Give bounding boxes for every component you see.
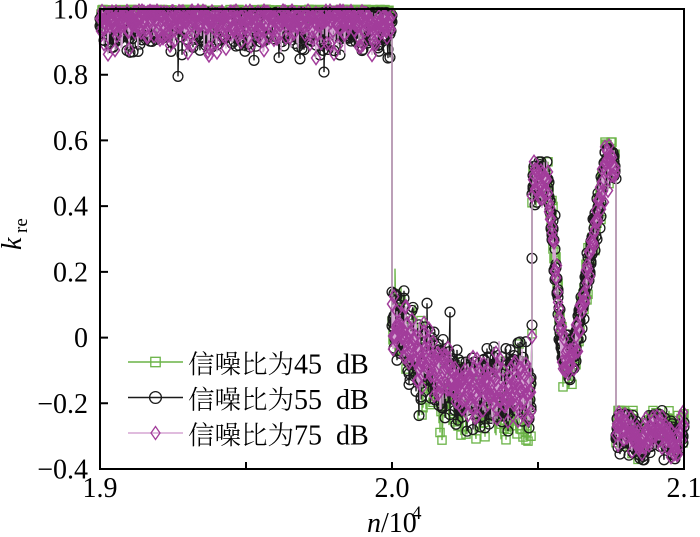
svg-text:n/10: n/10	[367, 508, 417, 537]
svg-text:55 dB: 55 dB	[294, 385, 369, 416]
svg-text:4: 4	[412, 503, 422, 524]
svg-text:−0.4: −0.4	[37, 455, 88, 486]
svg-text:0.2: 0.2	[53, 257, 88, 288]
svg-text:−0.2: −0.2	[37, 389, 88, 420]
svg-text:0.6: 0.6	[53, 126, 88, 157]
svg-text:1.9: 1.9	[83, 473, 118, 504]
svg-text:0.8: 0.8	[53, 60, 88, 91]
svg-text:2.1: 2.1	[667, 473, 700, 504]
svg-text:2.0: 2.0	[375, 473, 410, 504]
svg-text:0.4: 0.4	[53, 192, 88, 223]
svg-text:45 dB: 45 dB	[294, 349, 369, 380]
svg-text:k: k	[0, 237, 28, 250]
svg-text:1.0: 1.0	[53, 0, 88, 26]
svg-text:re: re	[11, 218, 32, 233]
svg-text:0: 0	[74, 323, 88, 354]
svg-text:75 dB: 75 dB	[294, 420, 369, 451]
